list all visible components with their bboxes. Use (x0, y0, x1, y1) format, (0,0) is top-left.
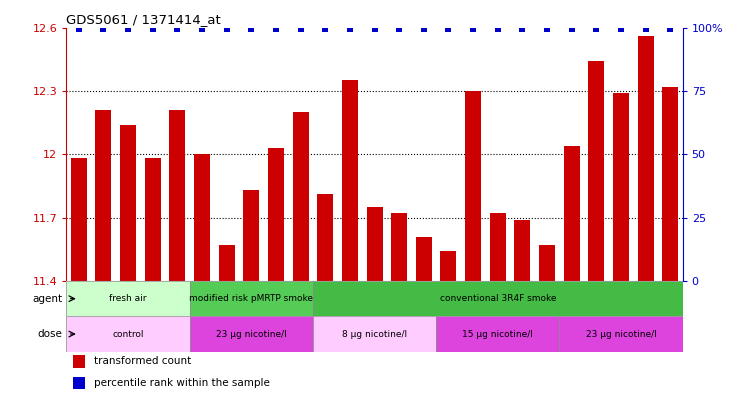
Point (517, 26, 528, 32)
Point (541, 26, 553, 32)
Bar (490, 213, 506, 281)
Bar (559, 316, 683, 352)
Bar (120, 125, 136, 281)
Bar (292, 112, 308, 281)
Bar (588, 61, 604, 281)
Bar (638, 36, 654, 281)
Point (566, 26, 578, 32)
Point (615, 26, 627, 32)
Text: 23 μg nicotine/l: 23 μg nicotine/l (586, 330, 656, 338)
Bar (342, 80, 358, 281)
Point (418, 26, 430, 32)
Bar (244, 190, 259, 281)
Bar (268, 148, 284, 281)
Text: conventional 3R4F smoke: conventional 3R4F smoke (440, 294, 556, 303)
Point (270, 26, 282, 32)
Point (393, 26, 405, 32)
Text: 15 μg nicotine/l: 15 μg nicotine/l (462, 330, 534, 338)
Bar (72, 355, 85, 368)
Point (492, 26, 503, 32)
Bar (317, 195, 334, 281)
Text: 23 μg nicotine/l: 23 μg nicotine/l (216, 330, 286, 338)
Bar (66, 281, 190, 316)
Point (368, 26, 381, 32)
Point (320, 26, 331, 32)
Point (590, 26, 602, 32)
Text: agent: agent (32, 294, 63, 304)
Point (171, 26, 183, 32)
Point (123, 26, 134, 32)
Bar (613, 93, 629, 281)
Point (344, 26, 356, 32)
Bar (514, 220, 531, 281)
Point (443, 26, 455, 32)
Bar (66, 316, 190, 352)
Bar (190, 316, 313, 352)
Bar (95, 110, 111, 281)
Bar (71, 158, 87, 281)
Bar (391, 213, 407, 281)
Bar (436, 316, 559, 352)
Bar (194, 154, 210, 281)
Point (221, 26, 232, 32)
Bar (539, 245, 555, 281)
Bar (564, 146, 580, 281)
Bar (441, 252, 457, 281)
Point (467, 26, 479, 32)
Point (97, 26, 109, 32)
Point (196, 26, 208, 32)
Bar (169, 110, 185, 281)
Bar (145, 158, 161, 281)
Bar (313, 281, 683, 316)
Text: GDS5061 / 1371414_at: GDS5061 / 1371414_at (66, 13, 221, 26)
Bar (662, 86, 678, 281)
Point (640, 26, 652, 32)
Point (73, 26, 85, 32)
Text: control: control (112, 330, 144, 338)
Text: transformed count: transformed count (94, 356, 191, 367)
Point (664, 26, 676, 32)
Text: dose: dose (38, 329, 63, 339)
Bar (465, 91, 481, 281)
Point (294, 26, 306, 32)
Text: modified risk pMRTP smoke: modified risk pMRTP smoke (189, 294, 314, 303)
Text: fresh air: fresh air (109, 294, 147, 303)
Point (245, 26, 257, 32)
Bar (367, 207, 382, 281)
Bar (218, 245, 235, 281)
Bar (415, 237, 432, 281)
Bar (190, 281, 313, 316)
Bar (72, 376, 85, 389)
Text: percentile rank within the sample: percentile rank within the sample (94, 378, 270, 388)
Text: 8 μg nicotine/l: 8 μg nicotine/l (342, 330, 407, 338)
Point (147, 26, 159, 32)
Bar (313, 316, 436, 352)
